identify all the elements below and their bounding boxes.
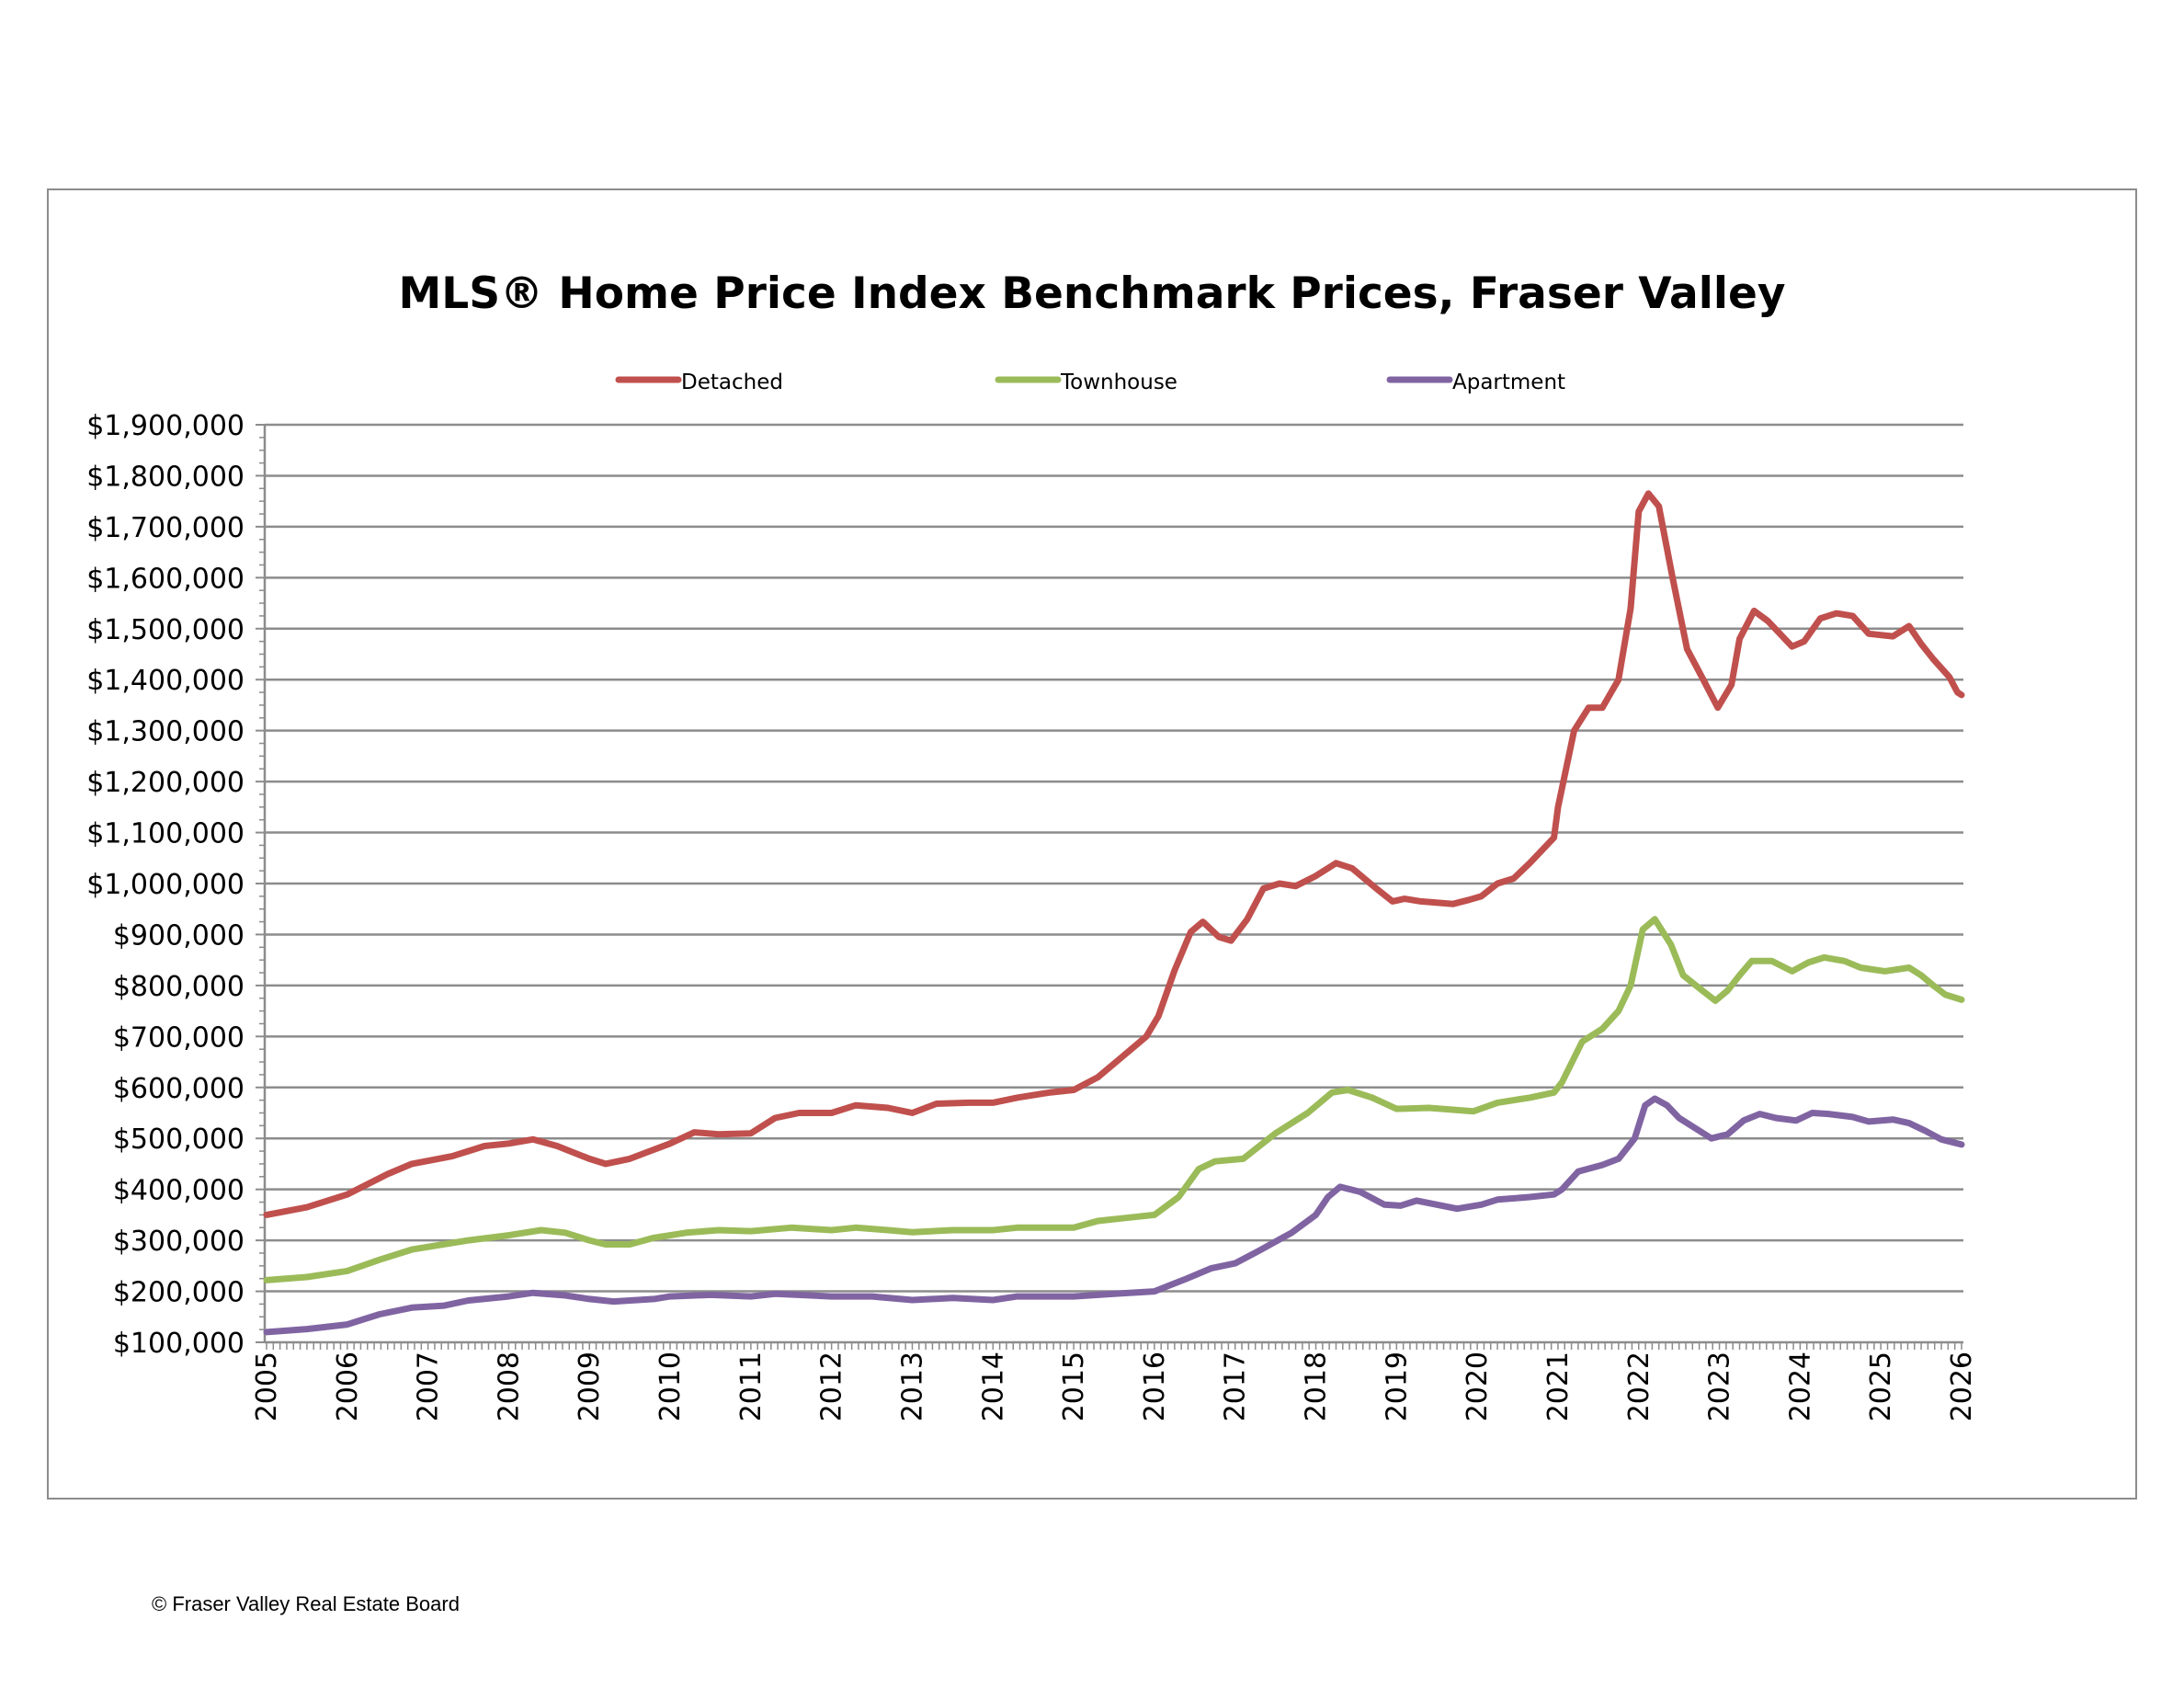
- x-tick-label: 2017: [1220, 1352, 1252, 1421]
- series-line-apartment: [263, 1095, 1965, 1336]
- x-tick-label: 2015: [1058, 1352, 1090, 1421]
- x-tick-label: 2010: [654, 1352, 687, 1421]
- legend-label-townhouse: Townhouse: [1060, 371, 1177, 394]
- y-tick-label: $800,000: [113, 971, 245, 1003]
- x-tick-label: 2019: [1381, 1352, 1413, 1421]
- x-tick-label: 2008: [493, 1352, 525, 1421]
- y-tick-label: $700,000: [113, 1021, 245, 1054]
- y-tick-label: $100,000: [113, 1328, 245, 1360]
- x-tick-label: 2018: [1301, 1352, 1333, 1421]
- x-tick-label: 2020: [1462, 1352, 1494, 1421]
- y-tick-label: $1,400,000: [86, 665, 245, 697]
- x-tick-label: 2024: [1784, 1352, 1816, 1421]
- copyright-footer: © Fraser Valley Real Estate Board: [152, 1592, 460, 1615]
- y-tick-label: $600,000: [113, 1073, 245, 1105]
- y-tick-label: $1,700,000: [86, 512, 245, 544]
- y-tick-label: $1,200,000: [86, 767, 245, 799]
- y-tick-label: $1,300,000: [86, 716, 245, 748]
- x-tick-label: 2022: [1623, 1352, 1655, 1421]
- series-line-detached: [263, 490, 1965, 1218]
- y-tick-label: $1,500,000: [86, 614, 245, 646]
- legend: Detached Townhouse Apartment: [615, 371, 1565, 394]
- y-tick-label: $1,600,000: [86, 563, 245, 595]
- x-tick-label: 2026: [1946, 1352, 1978, 1421]
- x-tick-label: 2007: [413, 1352, 445, 1421]
- x-tick-label: 2012: [816, 1352, 848, 1421]
- legend-label-detached: Detached: [681, 371, 783, 394]
- y-tick-label: $500,000: [113, 1123, 245, 1156]
- y-tick-label: $1,900,000: [86, 410, 245, 442]
- legend-label-apartment: Apartment: [1452, 371, 1565, 394]
- series-lines: [263, 490, 1965, 1336]
- y-tick-label: $900,000: [113, 919, 245, 952]
- x-tick-label: 2013: [896, 1352, 928, 1421]
- series-line-townhouse: [263, 916, 1965, 1283]
- x-tick-label: 2021: [1542, 1352, 1575, 1421]
- chart-title: MLS® Home Price Index Benchmark Prices, …: [398, 268, 1785, 319]
- y-axis: $100,000 $200,000 $300,000 $400,000 $500,000…: [86, 410, 267, 1360]
- x-tick-label: 2016: [1139, 1352, 1171, 1421]
- y-tick-label: $400,000: [113, 1175, 245, 1207]
- y-tick-label: $200,000: [113, 1277, 245, 1309]
- chart-frame: [47, 188, 2137, 1500]
- x-tick-label: 2023: [1704, 1352, 1736, 1421]
- x-tick-label: 2005: [251, 1352, 283, 1421]
- x-tick-label: 2014: [977, 1352, 1009, 1421]
- x-tick-label: 2009: [574, 1352, 606, 1421]
- y-tick-label: $1,100,000: [86, 818, 245, 850]
- x-axis: 2005 2006 2007 2008 2009 2010 2011 2012 2013 2014…: [251, 1340, 1978, 1421]
- y-tick-label: $1,800,000: [86, 461, 245, 493]
- y-tick-label: $1,000,000: [86, 869, 245, 901]
- x-tick-label: 2011: [735, 1352, 768, 1421]
- y-tick-label: $300,000: [113, 1226, 245, 1258]
- x-tick-label: 2025: [1865, 1352, 1897, 1421]
- x-tick-label: 2006: [332, 1352, 364, 1421]
